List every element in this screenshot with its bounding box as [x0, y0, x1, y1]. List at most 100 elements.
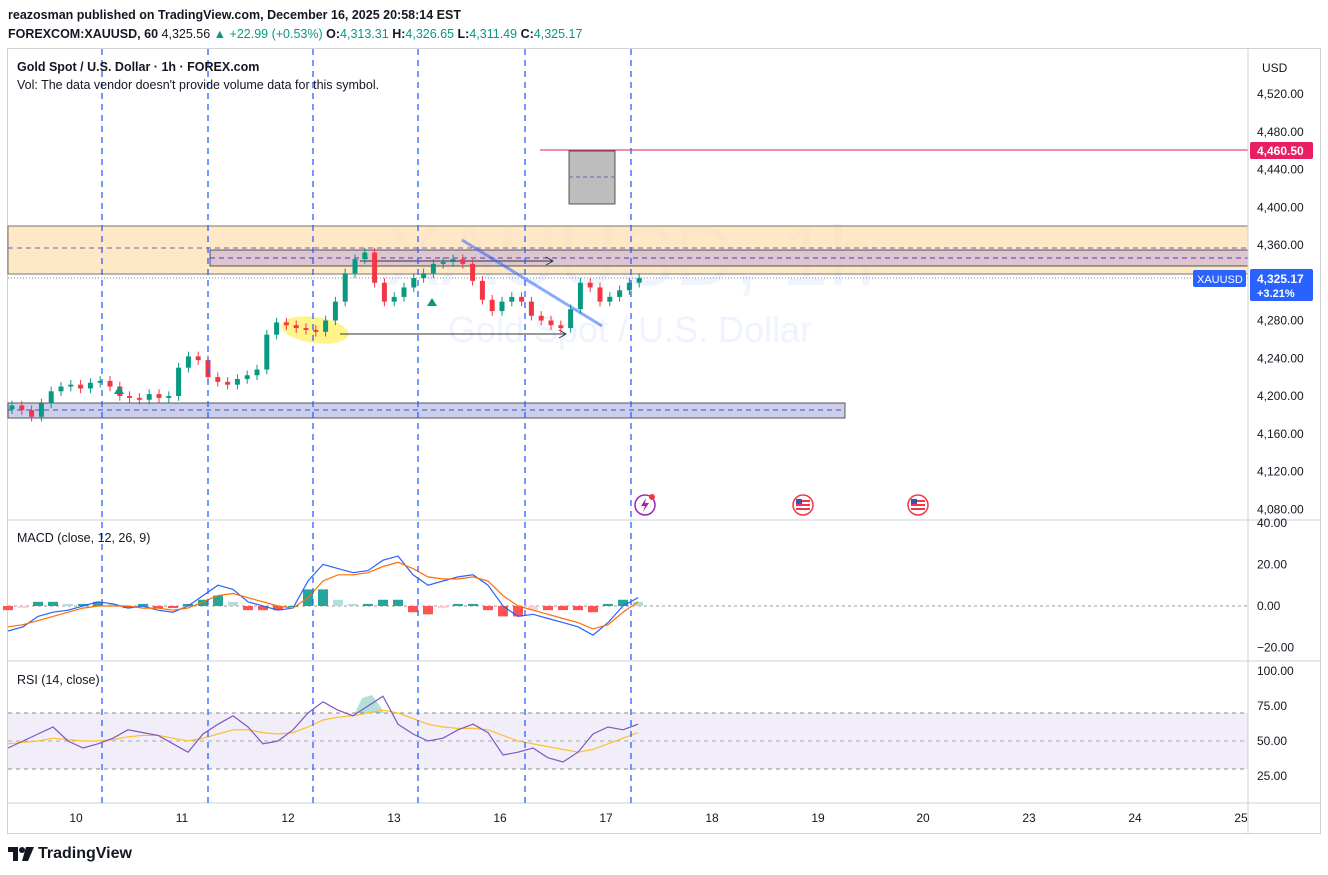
price-tick-label: 4,080.00: [1257, 502, 1304, 516]
candle-body: [372, 252, 378, 283]
candle-body: [185, 356, 191, 368]
macd-histogram-bar: [213, 595, 223, 606]
macd-histogram-bar: [243, 606, 253, 611]
macd-histogram-bar: [408, 606, 418, 613]
session-lines: [101, 49, 632, 803]
trendline[interactable]: [461, 238, 603, 328]
candle-body: [538, 315, 544, 321]
candle-body: [254, 369, 260, 376]
tradingview-logo[interactable]: TradingView: [8, 845, 132, 863]
up-triangle-marker: [427, 298, 437, 306]
macd-histogram-bar: [498, 606, 508, 617]
ohlc-line: FOREXCOM:XAUUSD, 60 4,325.56 ▲ +22.99 (+…: [8, 25, 1308, 44]
candle-body: [283, 322, 289, 326]
candle-body: [274, 322, 280, 335]
price-tick-label: 4,200.00: [1257, 389, 1304, 403]
event-icon-us-flag[interactable]: [907, 494, 929, 516]
currency-label[interactable]: USD: [1262, 61, 1288, 75]
candle-body: [127, 396, 133, 398]
candle-body: [38, 403, 44, 417]
time-tick-label: 20: [916, 811, 930, 825]
price-tick-label: 4,480.00: [1257, 125, 1304, 139]
close-label: C:: [520, 27, 534, 41]
time-tick-label: 18: [705, 811, 719, 825]
candle-body: [225, 381, 231, 385]
candle-body: [156, 394, 162, 398]
macd-histogram-bar: [228, 601, 238, 606]
symbol-tag: [1193, 270, 1246, 287]
macd-histogram-bar: [348, 603, 358, 606]
macd-histogram-bar: [573, 606, 583, 611]
macd-histogram-bar: [603, 603, 613, 606]
price-tick-label: 4,120.00: [1257, 465, 1304, 479]
event-icon-lightning[interactable]: [634, 494, 656, 516]
up-triangle-marker: [114, 386, 124, 394]
macd-histogram-bar: [333, 599, 343, 606]
high-label: H:: [392, 27, 406, 41]
candle-body: [489, 299, 495, 312]
rsi-overbought-fill: [355, 695, 384, 713]
macd-histogram-bar: [93, 601, 103, 606]
rsi-tick-label: 50.00: [1257, 734, 1287, 748]
tradingview-logo-icon: [8, 847, 34, 861]
macd-scale[interactable]: 40.00 20.00 0.00 −20.00: [1257, 516, 1294, 655]
candle-body: [440, 261, 446, 264]
price-tick-label: 4,240.00: [1257, 351, 1304, 365]
candle-body: [617, 290, 623, 297]
candle-body: [391, 296, 397, 302]
candle-body: [68, 384, 74, 387]
candle-body: [215, 377, 221, 382]
price-tick-label: 4,160.00: [1257, 427, 1304, 441]
candle-body: [166, 396, 172, 398]
macd-histogram-bar: [78, 603, 88, 606]
price-tick-label: 4,400.00: [1257, 200, 1304, 214]
open-value: 4,313.31: [340, 27, 389, 41]
rsi-scale[interactable]: 100.00 75.00 50.00 25.00: [1257, 664, 1294, 783]
candle-body: [146, 394, 152, 400]
macd-histogram-bar: [108, 603, 118, 606]
candle-body: [293, 325, 299, 329]
macd-histogram-bar: [258, 606, 268, 611]
candle-body: [136, 397, 142, 400]
candle-body: [107, 380, 113, 387]
macd-histogram-bar: [393, 599, 403, 606]
candle-body: [411, 278, 417, 288]
last-price: 4,325.56: [161, 27, 211, 41]
macd-histogram-bar: [528, 606, 538, 611]
candle-body: [342, 273, 348, 302]
open-label: O:: [326, 27, 341, 41]
candle-body: [528, 301, 534, 316]
macd-line: [7, 555, 639, 636]
price-tick-label: 4,360.00: [1257, 238, 1304, 252]
macd-tick-label: 40.00: [1257, 516, 1287, 530]
candle-body: [97, 380, 103, 383]
event-icon-us-flag[interactable]: [792, 494, 814, 516]
candle-body: [264, 334, 270, 370]
rsi-tick-label: 25.00: [1257, 769, 1287, 783]
chart-frame[interactable]: [7, 48, 1321, 834]
price-tick-label: 4,440.00: [1257, 163, 1304, 177]
macd-histogram-bar: [198, 599, 208, 606]
time-tick-label: 10: [69, 811, 83, 825]
macd-signal-line: [7, 561, 639, 630]
macd-histogram-bar: [153, 606, 163, 609]
macd-histogram-bar: [588, 606, 598, 613]
macd-histogram-bar: [18, 606, 28, 609]
candle-body: [48, 391, 54, 404]
candle-body: [313, 329, 319, 332]
candle-body: [87, 382, 93, 389]
price-change: +22.99 (+0.53%): [229, 27, 323, 41]
low-value: 4,311.49: [469, 27, 518, 41]
macd-histogram-bar: [618, 599, 628, 606]
time-tick-label: 12: [281, 811, 295, 825]
symbol-tag-label: XAUUSD: [1197, 274, 1243, 286]
up-triangle-icon: ▲: [213, 27, 227, 41]
rsi-legend[interactable]: RSI (14, close): [17, 673, 100, 687]
watermark-description: Gold Spot / U.S. Dollar: [448, 309, 812, 350]
time-axis[interactable]: 10 11 12 13 16 17 18 19 20 23 24 25: [69, 811, 1248, 825]
candle-body: [323, 320, 329, 332]
symbol-change: +3.21%: [1257, 288, 1295, 300]
candle-body: [626, 282, 632, 291]
macd-legend[interactable]: MACD (close, 12, 26, 9): [17, 531, 151, 545]
